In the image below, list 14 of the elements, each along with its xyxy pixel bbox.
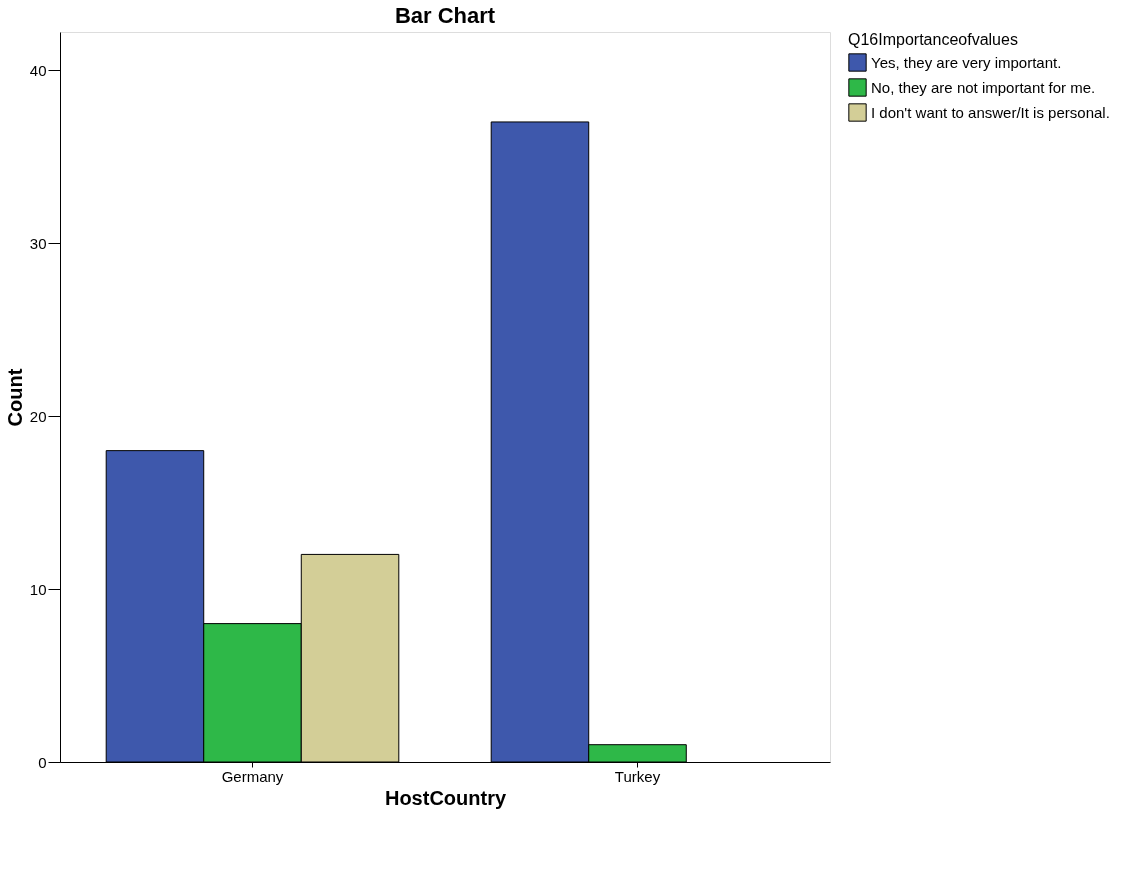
y-tick-label: 10	[29, 580, 47, 598]
y-tick-label: 20	[29, 407, 47, 425]
y-tick-label: 40	[29, 61, 47, 79]
legend-label: I don't want to answer/It is personal.	[871, 103, 1110, 121]
x-axis-title: HostCountry	[384, 786, 507, 809]
x-tick-label: Germany	[221, 767, 284, 785]
y-axis-title: Count	[3, 368, 26, 427]
y-tick-label: 0	[38, 753, 47, 771]
x-tick-label: Turkey	[614, 767, 661, 785]
y-tick-label: 30	[29, 234, 47, 252]
legend-label: No, they are not important for me.	[871, 78, 1096, 96]
legend-label: Yes, they are very important.	[871, 53, 1062, 71]
chart-title: Bar Chart	[394, 3, 496, 28]
legend-title: Q16Importanceofvalues	[848, 31, 1018, 48]
